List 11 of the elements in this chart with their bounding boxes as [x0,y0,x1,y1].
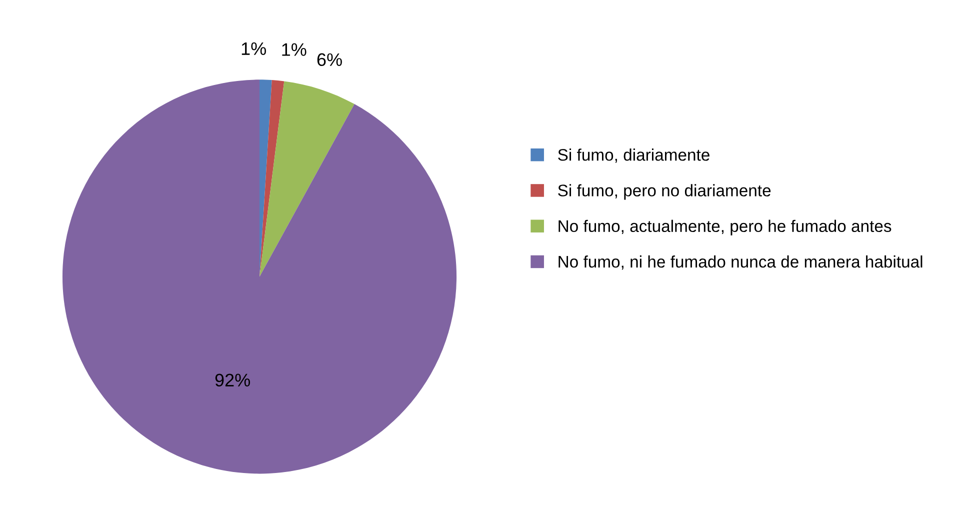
legend-label: No fumo, ni he fumado nunca de manera habitual [558,255,922,270]
data-label: 6% [317,53,342,66]
pie-slice [62,80,457,474]
data-label: 92% [215,374,250,387]
legend-label: Si fumo, pero no diariamente [558,184,771,200]
legend-label: No fumo, actualmente, pero he fumado antes [558,220,892,236]
data-label: 1% [282,43,306,56]
pie-slice [260,80,284,277]
legend-label: Si fumo, diariamente [558,148,710,163]
data-label: 1% [242,42,266,56]
pie-slice [260,81,354,277]
